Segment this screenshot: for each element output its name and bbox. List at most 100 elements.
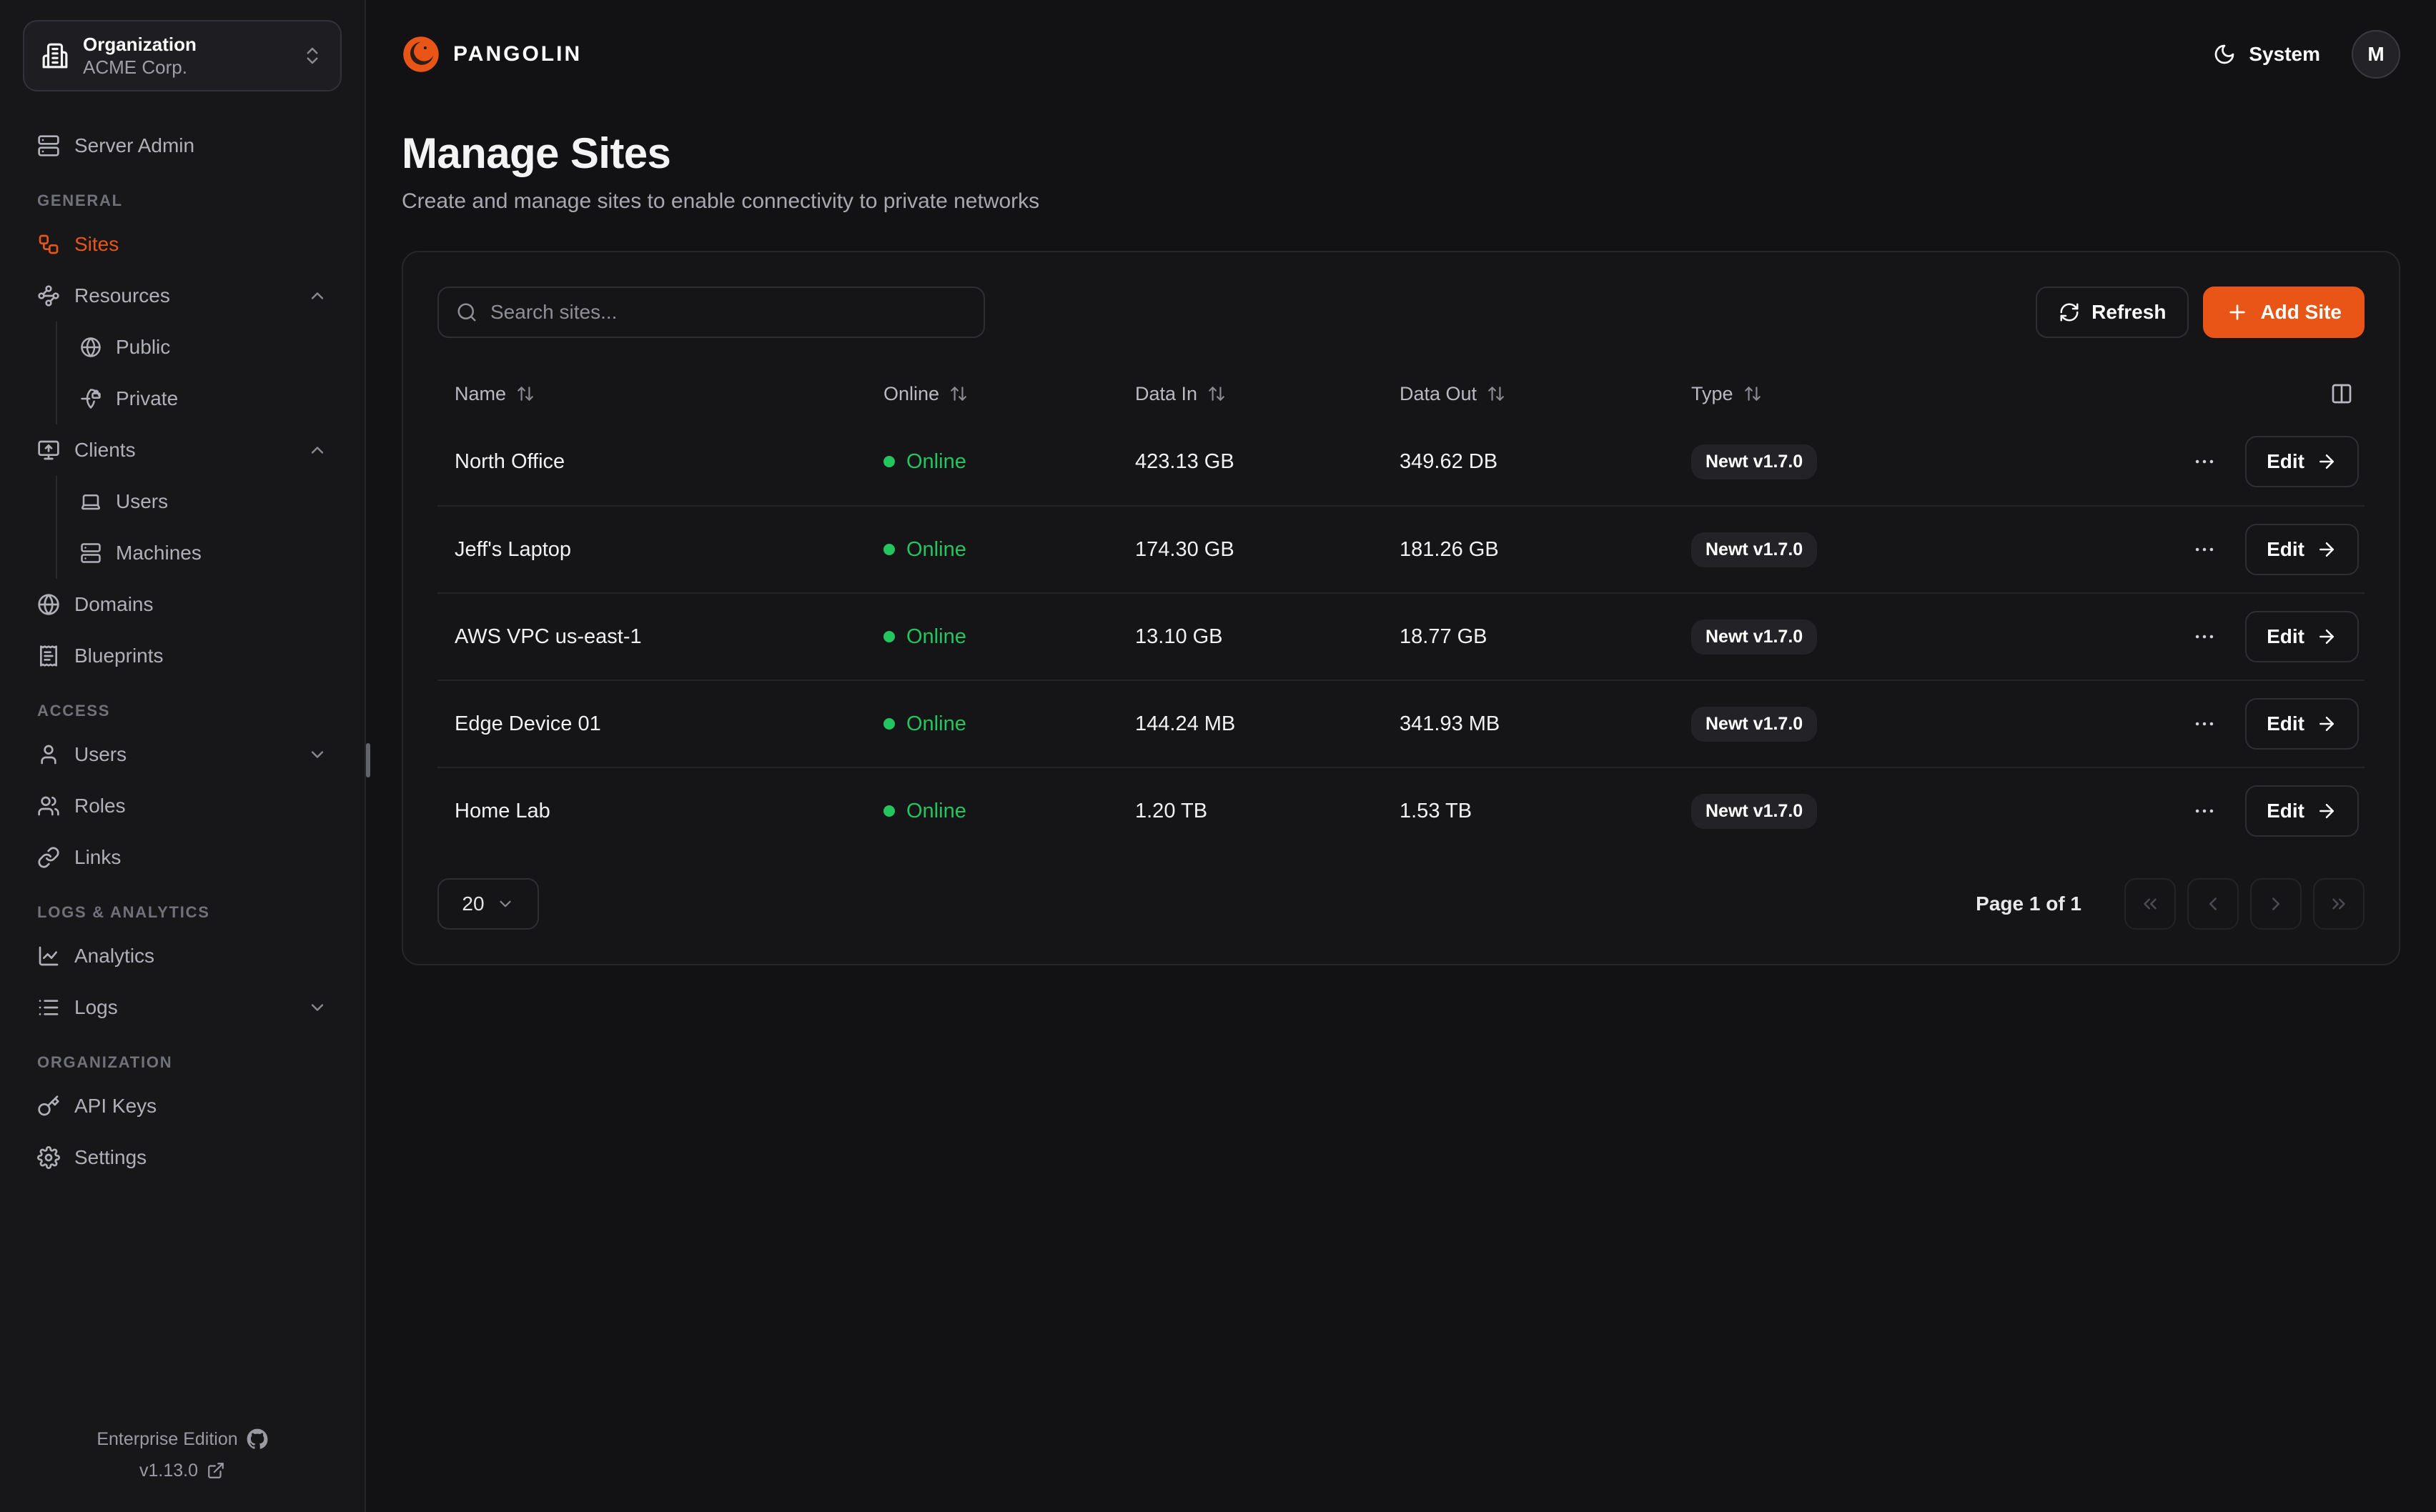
sidebar-item-blueprints[interactable]: Blueprints	[23, 630, 342, 682]
sidebar-item-machines[interactable]: Machines	[66, 527, 342, 579]
edit-button[interactable]: Edit	[2245, 611, 2359, 662]
chart-line-icon	[37, 945, 60, 968]
column-header-data-in[interactable]: Data In	[1118, 383, 1382, 405]
row-menu-button[interactable]	[2187, 793, 2222, 829]
online-dot-icon	[883, 805, 895, 817]
version-label: v1.13.0	[139, 1461, 198, 1481]
data-out-value: 18.77 GB	[1400, 625, 1487, 648]
arrow-right-icon	[2316, 539, 2337, 560]
add-site-button[interactable]: Add Site	[2203, 287, 2365, 338]
chevron-up-icon	[307, 286, 327, 306]
table-row: AWS VPC us-east-1 Online 13.10 GB 18.77 …	[437, 592, 2365, 680]
data-out-value: 1.53 TB	[1400, 799, 1472, 822]
online-dot-icon	[883, 631, 895, 642]
page-subtitle: Create and manage sites to enable connec…	[402, 189, 1040, 213]
sidebar-item-label: Server Admin	[74, 134, 195, 156]
status-badge: Online	[866, 800, 1118, 823]
section-organization: ORGANIZATION	[37, 1053, 173, 1071]
sidebar-item-public[interactable]: Public	[66, 322, 342, 373]
user-icon	[37, 743, 60, 766]
sidebar-item-roles[interactable]: Roles	[23, 780, 342, 832]
edit-button[interactable]: Edit	[2245, 436, 2359, 487]
page-size-select[interactable]: 20	[437, 878, 539, 930]
table-row: North Office Online 423.13 GB 349.62 DB …	[437, 418, 2365, 505]
edit-button[interactable]: Edit	[2245, 698, 2359, 750]
key-icon	[37, 1095, 60, 1118]
column-header-name[interactable]: Name	[437, 383, 866, 405]
column-header-online[interactable]: Online	[866, 383, 1118, 405]
type-cell: Newt v1.7.0	[1674, 532, 2047, 567]
row-menu-button[interactable]	[2187, 619, 2222, 655]
github-icon[interactable]	[247, 1428, 268, 1450]
column-header-type[interactable]: Type	[1674, 383, 2047, 405]
brand-name: PANGOLIN	[453, 42, 583, 66]
sidebar-item-sites[interactable]: Sites	[23, 219, 342, 270]
row-menu-button[interactable]	[2187, 532, 2222, 567]
type-cell: Newt v1.7.0	[1674, 444, 2047, 479]
sort-icon	[516, 384, 535, 403]
sort-icon	[1207, 384, 1226, 403]
sidebar-item-private[interactable]: Private	[66, 373, 342, 424]
online-dot-icon	[883, 544, 895, 555]
column-label: Type	[1691, 382, 1733, 404]
external-link-icon[interactable]	[207, 1461, 225, 1480]
edit-button[interactable]: Edit	[2245, 524, 2359, 575]
globe-icon	[37, 593, 60, 616]
type-cell: Newt v1.7.0	[1674, 619, 2047, 655]
sidebar-item-label: Blueprints	[74, 645, 164, 667]
sidebar-item-analytics[interactable]: Analytics	[23, 930, 342, 982]
next-page-button[interactable]	[2250, 878, 2302, 930]
refresh-icon	[2059, 302, 2080, 323]
brand[interactable]: PANGOLIN	[402, 35, 582, 74]
column-header-data-out[interactable]: Data Out	[1382, 383, 1674, 405]
sidebar-item-client-users[interactable]: Users	[66, 476, 342, 527]
edit-button[interactable]: Edit	[2245, 785, 2359, 837]
chevron-down-icon	[496, 895, 515, 913]
row-menu-button[interactable]	[2187, 706, 2222, 742]
previous-page-button[interactable]	[2187, 878, 2239, 930]
sort-icon	[1487, 384, 1505, 403]
sidebar-item-settings[interactable]: Settings	[23, 1132, 342, 1183]
search-input[interactable]	[490, 301, 966, 324]
type-badge: Newt v1.7.0	[1691, 532, 1818, 567]
organization-selector[interactable]: Organization ACME Corp.	[23, 20, 342, 91]
theme-toggle-button[interactable]: System	[2213, 43, 2320, 66]
users-icon	[37, 795, 60, 817]
status-label: Online	[906, 712, 966, 735]
plus-icon	[2226, 301, 2249, 324]
resources-subnav: Public Private	[56, 322, 342, 424]
organization-value: ACME Corp.	[83, 56, 187, 78]
edit-label: Edit	[2267, 538, 2304, 560]
data-out-value: 349.62 DB	[1400, 449, 1498, 473]
sidebar-item-api-keys[interactable]: API Keys	[23, 1080, 342, 1132]
table-row: Home Lab Online 1.20 TB 1.53 TB Newt v1.…	[437, 767, 2365, 854]
sidebar-item-logs[interactable]: Logs	[23, 982, 342, 1033]
search-box	[437, 287, 985, 338]
sidebar-item-label: Sites	[74, 233, 119, 255]
arrow-right-icon	[2316, 626, 2337, 647]
sidebar-scroll-thumb[interactable]	[366, 743, 370, 777]
sidebar-item-label: Roles	[74, 795, 126, 817]
last-page-button[interactable]	[2313, 878, 2365, 930]
globe-icon	[80, 337, 102, 358]
sidebar-item-domains[interactable]: Domains	[23, 579, 342, 630]
refresh-button[interactable]: Refresh	[2036, 287, 2189, 338]
sidebar-item-resources[interactable]: Resources	[23, 270, 342, 322]
first-page-button[interactable]	[2124, 878, 2176, 930]
data-in-value: 423.13 GB	[1135, 449, 1234, 473]
sidebar-item-label: Links	[74, 846, 122, 868]
row-menu-button[interactable]	[2187, 444, 2222, 479]
sidebar-item-server-admin[interactable]: Server Admin	[23, 120, 342, 171]
columns-toggle-button[interactable]	[2047, 382, 2365, 405]
sidebar-item-label: Public	[116, 336, 171, 358]
sidebar-nav: Server Admin GENERAL Sites Resources Pub…	[0, 97, 365, 1423]
column-label: Online	[883, 382, 940, 404]
sidebar-item-links[interactable]: Links	[23, 832, 342, 883]
page-title: Manage Sites	[402, 129, 671, 177]
sidebar-item-clients[interactable]: Clients	[23, 424, 342, 476]
avatar[interactable]: M	[2352, 30, 2400, 79]
refresh-label: Refresh	[2091, 301, 2167, 323]
laptop-icon	[80, 491, 102, 512]
status-badge: Online	[866, 625, 1118, 649]
sidebar-item-users[interactable]: Users	[23, 729, 342, 780]
